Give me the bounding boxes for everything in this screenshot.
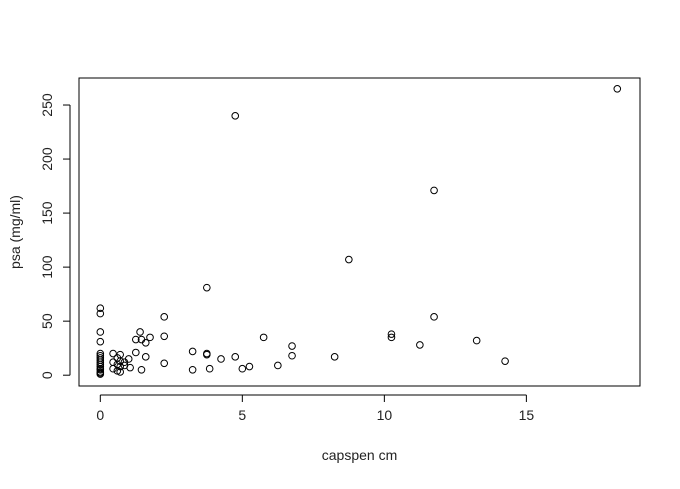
data-point bbox=[136, 328, 144, 336]
y-tick-label: 50 bbox=[39, 313, 55, 329]
y-tick-label: 200 bbox=[39, 147, 55, 171]
y-tick-label: 150 bbox=[39, 201, 55, 225]
data-point bbox=[288, 342, 296, 350]
y-axis-label: psa (mg/ml) bbox=[7, 195, 23, 269]
data-point bbox=[387, 333, 396, 342]
y-tick-label: 100 bbox=[39, 255, 55, 279]
data-point bbox=[96, 309, 105, 318]
data-point bbox=[96, 370, 105, 378]
data-point bbox=[387, 330, 396, 338]
data-point bbox=[160, 332, 169, 341]
data-point bbox=[430, 313, 438, 321]
data-point bbox=[124, 355, 133, 363]
data-point bbox=[613, 85, 622, 93]
y-axis: 0 50 100 150 200 250 bbox=[39, 93, 71, 379]
x-axis: 0 5 10 15 bbox=[96, 394, 535, 423]
data-point bbox=[116, 362, 124, 371]
data-point bbox=[416, 341, 424, 349]
data-point bbox=[96, 304, 105, 312]
data-point bbox=[345, 255, 353, 264]
data-point bbox=[141, 353, 150, 361]
data-point bbox=[109, 349, 117, 358]
x-axis-label: capspen cm bbox=[322, 447, 397, 463]
data-point bbox=[472, 336, 481, 345]
data-point bbox=[245, 362, 254, 371]
data-point bbox=[203, 350, 211, 359]
data-point bbox=[96, 365, 105, 374]
data-point bbox=[188, 347, 197, 356]
x-tick-label: 0 bbox=[96, 407, 104, 423]
data-point bbox=[274, 361, 282, 370]
data-point bbox=[259, 333, 268, 342]
data-point bbox=[146, 333, 154, 342]
data-point bbox=[137, 365, 146, 374]
x-tick-label: 5 bbox=[238, 407, 246, 423]
data-point bbox=[188, 365, 197, 374]
data-point bbox=[96, 328, 105, 336]
data-point bbox=[126, 363, 134, 372]
data-points bbox=[96, 85, 622, 378]
data-point bbox=[116, 368, 124, 376]
y-tick-label: 250 bbox=[39, 93, 55, 117]
data-point bbox=[141, 338, 150, 347]
data-point bbox=[231, 353, 240, 361]
data-point bbox=[132, 335, 140, 344]
data-point bbox=[160, 359, 169, 368]
data-point bbox=[205, 364, 214, 373]
x-tick-label: 15 bbox=[519, 407, 535, 423]
data-point bbox=[96, 337, 105, 346]
data-point bbox=[330, 353, 339, 361]
data-point bbox=[238, 364, 247, 373]
data-point bbox=[116, 357, 124, 365]
data-point bbox=[217, 355, 225, 363]
plot-frame bbox=[78, 77, 641, 387]
y-tick-label: 0 bbox=[39, 371, 55, 379]
data-point bbox=[501, 357, 509, 365]
data-point bbox=[430, 186, 438, 195]
data-point bbox=[160, 313, 169, 321]
data-point bbox=[96, 360, 105, 369]
data-point bbox=[288, 351, 296, 360]
data-point bbox=[203, 283, 211, 292]
x-tick-label: 10 bbox=[377, 407, 393, 423]
data-point bbox=[109, 364, 117, 373]
data-point bbox=[231, 112, 240, 120]
data-point bbox=[132, 348, 140, 357]
